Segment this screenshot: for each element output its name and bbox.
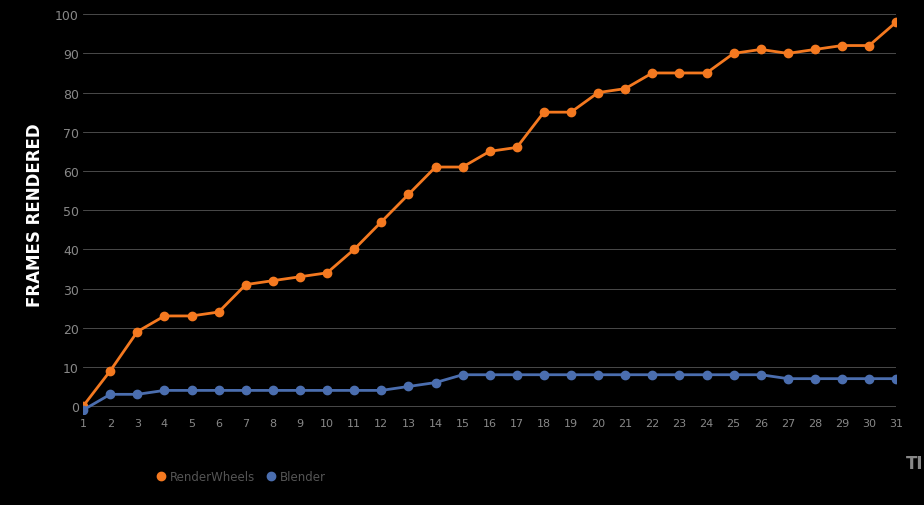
Blender bbox=[809, 376, 821, 382]
Blender bbox=[484, 372, 495, 378]
RenderWheels bbox=[647, 71, 658, 77]
Blender bbox=[213, 388, 225, 394]
X-axis label: TIME: TIME bbox=[906, 454, 924, 472]
Blender bbox=[539, 372, 550, 378]
Blender bbox=[674, 372, 685, 378]
RenderWheels bbox=[620, 86, 631, 92]
RenderWheels bbox=[132, 329, 143, 335]
Blender bbox=[457, 372, 468, 378]
RenderWheels bbox=[539, 110, 550, 116]
Blender bbox=[322, 388, 333, 394]
RenderWheels bbox=[891, 20, 902, 26]
RenderWheels bbox=[348, 247, 359, 253]
Blender bbox=[864, 376, 875, 382]
RenderWheels bbox=[376, 219, 387, 225]
Blender bbox=[783, 376, 794, 382]
Blender bbox=[430, 380, 441, 386]
RenderWheels bbox=[674, 71, 685, 77]
RenderWheels bbox=[403, 192, 414, 198]
Blender bbox=[701, 372, 712, 378]
Blender bbox=[348, 388, 359, 394]
Blender bbox=[240, 388, 251, 394]
RenderWheels bbox=[159, 313, 170, 319]
Blender bbox=[620, 372, 631, 378]
Blender bbox=[592, 372, 603, 378]
RenderWheels bbox=[755, 47, 766, 54]
RenderWheels bbox=[511, 145, 522, 151]
Blender bbox=[403, 384, 414, 390]
RenderWheels bbox=[783, 51, 794, 57]
Blender bbox=[132, 391, 143, 397]
RenderWheels bbox=[104, 368, 116, 374]
Blender bbox=[295, 388, 306, 394]
RenderWheels bbox=[701, 71, 712, 77]
RenderWheels bbox=[322, 270, 333, 276]
Line: Blender: Blender bbox=[79, 371, 901, 414]
Blender bbox=[728, 372, 739, 378]
Blender bbox=[186, 388, 197, 394]
Blender bbox=[565, 372, 577, 378]
RenderWheels bbox=[186, 313, 197, 319]
Blender bbox=[836, 376, 847, 382]
RenderWheels bbox=[484, 149, 495, 155]
RenderWheels bbox=[457, 165, 468, 171]
Legend: RenderWheels, Blender: RenderWheels, Blender bbox=[154, 466, 330, 488]
RenderWheels bbox=[78, 403, 89, 410]
RenderWheels bbox=[864, 43, 875, 49]
RenderWheels bbox=[565, 110, 577, 116]
RenderWheels bbox=[430, 165, 441, 171]
RenderWheels bbox=[836, 43, 847, 49]
Blender bbox=[647, 372, 658, 378]
Blender bbox=[104, 391, 116, 397]
RenderWheels bbox=[809, 47, 821, 54]
RenderWheels bbox=[213, 310, 225, 316]
RenderWheels bbox=[240, 282, 251, 288]
RenderWheels bbox=[592, 90, 603, 96]
RenderWheels bbox=[728, 51, 739, 57]
Blender bbox=[891, 376, 902, 382]
Line: RenderWheels: RenderWheels bbox=[79, 19, 901, 411]
Blender bbox=[511, 372, 522, 378]
RenderWheels bbox=[295, 274, 306, 280]
Blender bbox=[755, 372, 766, 378]
Blender bbox=[376, 388, 387, 394]
RenderWheels bbox=[267, 278, 278, 284]
Y-axis label: FRAMES RENDERED: FRAMES RENDERED bbox=[26, 123, 44, 306]
Blender bbox=[267, 388, 278, 394]
Blender bbox=[159, 388, 170, 394]
Blender bbox=[78, 407, 89, 413]
